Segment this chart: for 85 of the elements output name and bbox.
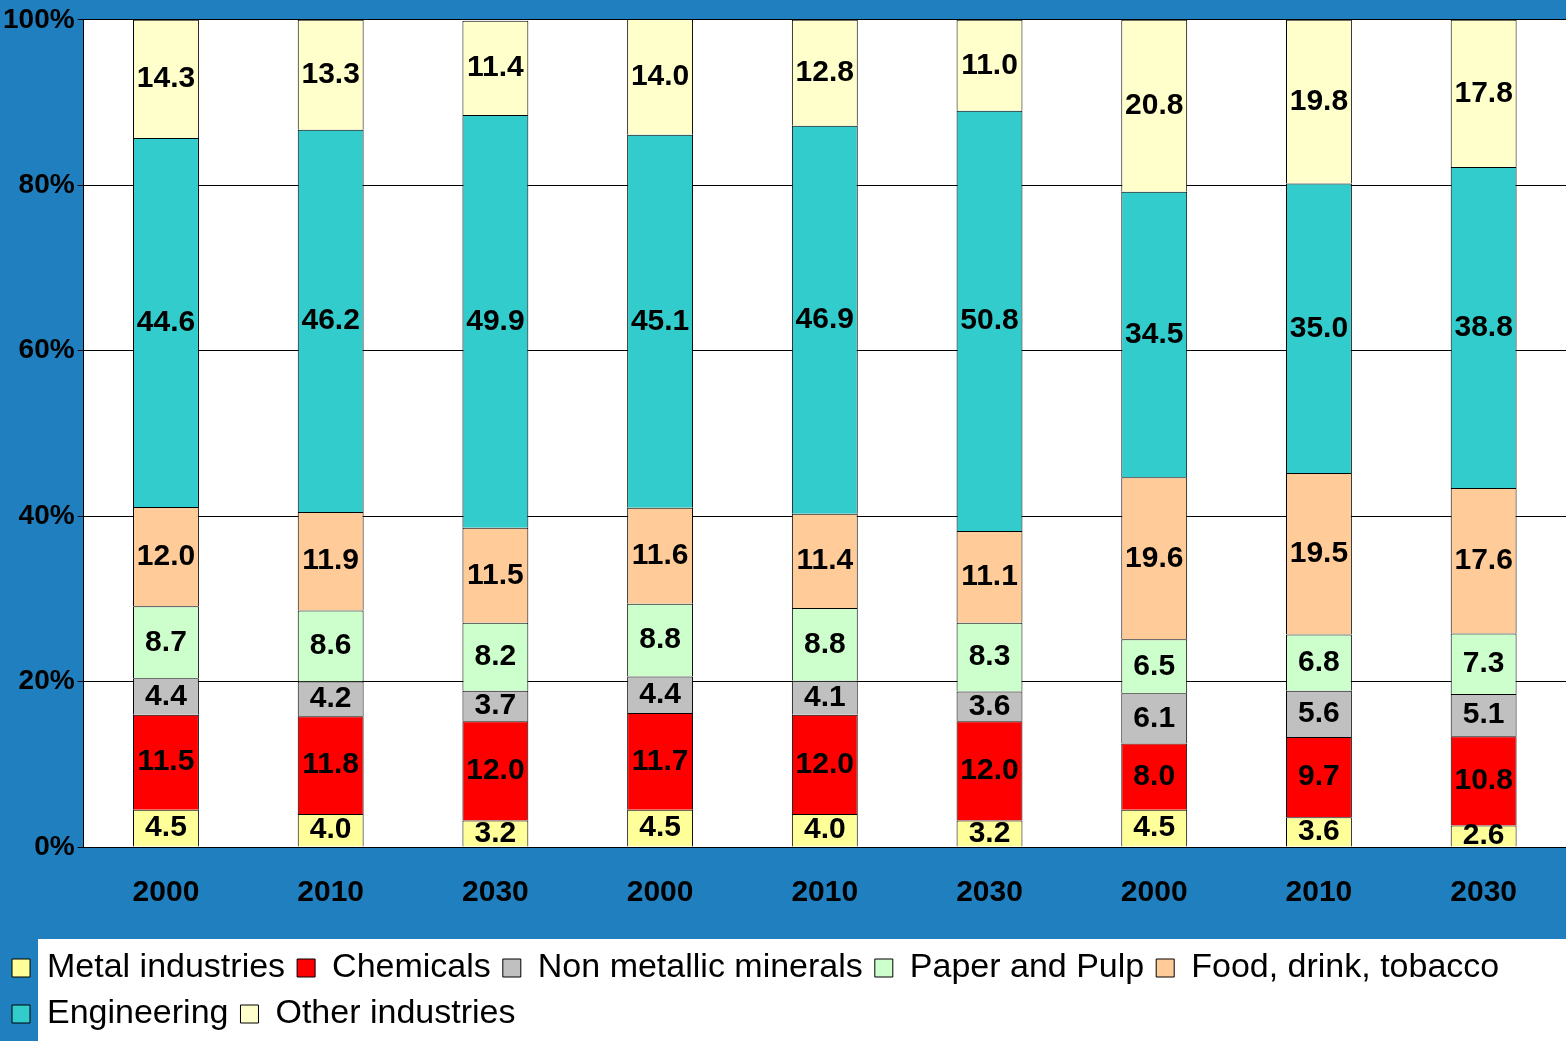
data-label: 4.5	[145, 809, 187, 843]
data-label: 5.6	[1298, 695, 1340, 729]
data-label: 11.1	[961, 558, 1018, 592]
x-tick-label: 2010	[1285, 874, 1353, 908]
legend-label: Metal industries	[47, 946, 286, 985]
data-label: 4.4	[145, 677, 188, 711]
data-label: 11.7	[631, 742, 689, 776]
data-label: 3.6	[1298, 813, 1340, 847]
data-label: 50.8	[960, 302, 1019, 336]
data-label: 8.0	[1133, 757, 1176, 791]
legend-label: Other industries	[275, 992, 516, 1031]
x-tick-label: 2030	[956, 874, 1023, 908]
data-label: 11.5	[467, 556, 524, 590]
data-label: 12.8	[795, 54, 854, 88]
data-label: 14.0	[630, 58, 690, 92]
data-label: 49.9	[466, 302, 525, 336]
x-tick-label: 2010	[297, 874, 365, 908]
data-label: 19.5	[1289, 535, 1349, 569]
data-label: 11.5	[137, 743, 195, 777]
x-tick-label: 2010	[791, 874, 859, 908]
data-label: 2.6	[1462, 817, 1505, 851]
data-label: 4.0	[803, 811, 846, 845]
x-tick-label: 2000	[132, 874, 200, 908]
data-label: 11.9	[302, 542, 360, 576]
data-label: 6.8	[1298, 643, 1340, 677]
data-label: 44.6	[136, 303, 196, 337]
data-label: 5.1	[1462, 696, 1505, 730]
data-label: 19.8	[1289, 82, 1349, 116]
legend-label: Chemicals	[332, 946, 491, 985]
data-label: 11.4	[796, 542, 854, 576]
data-label: 8.8	[803, 625, 846, 659]
data-label: 12.0	[960, 752, 1019, 786]
data-label: 12.0	[466, 752, 525, 786]
data-label: 12.0	[795, 745, 854, 779]
data-label: 7.3	[1462, 645, 1505, 679]
data-label: 10.8	[1454, 762, 1513, 796]
data-label: 35.0	[1289, 309, 1349, 343]
data-label: 20.8	[1125, 87, 1184, 121]
data-label: 34.5	[1125, 315, 1184, 349]
data-label: 4.5	[639, 809, 681, 843]
data-label: 9.7	[1298, 758, 1340, 792]
data-label: 46.2	[301, 302, 360, 336]
x-tick-label: 2030	[462, 874, 529, 908]
data-label: 45.1	[630, 302, 690, 336]
data-label: 12.0	[136, 537, 196, 571]
legend-label: Engineering	[47, 992, 229, 1031]
data-label: 14.3	[136, 60, 196, 94]
legend-label: Food, drink, tobacco	[1191, 946, 1500, 985]
data-label: 46.9	[795, 300, 854, 334]
x-tick-label: 2030	[1450, 874, 1518, 908]
y-tick-label: 40%	[18, 498, 75, 530]
data-label: 6.5	[1133, 647, 1176, 681]
data-label: 11.4	[467, 49, 525, 83]
x-tick-label: 2000	[1120, 874, 1188, 908]
data-label: 8.8	[639, 621, 681, 655]
data-label: 3.2	[474, 814, 517, 848]
data-label: 3.6	[968, 687, 1011, 721]
data-label: 11.6	[631, 537, 689, 571]
data-label: 11.8	[302, 746, 360, 780]
data-label: 4.1	[803, 678, 846, 712]
data-label: 38.8	[1454, 308, 1513, 342]
data-label: 4.2	[309, 680, 352, 714]
data-label: 17.8	[1454, 74, 1513, 108]
data-label: 17.6	[1454, 542, 1513, 576]
y-tick-label: 100%	[2, 2, 75, 34]
data-label: 8.7	[145, 623, 187, 657]
data-label: 4.0	[309, 811, 352, 845]
data-label: 4.5	[1133, 809, 1176, 843]
x-tick-label: 2000	[626, 874, 694, 908]
y-tick-label: 20%	[18, 664, 75, 696]
data-label: 13.3	[301, 56, 360, 90]
data-label: 3.7	[474, 687, 517, 721]
y-tick-label: 0%	[34, 829, 75, 861]
legend-label: Non metallic minerals	[537, 946, 863, 985]
data-label: 11.0	[961, 46, 1018, 80]
data-label: 3.2	[968, 814, 1011, 848]
data-label: 6.1	[1133, 699, 1176, 733]
data-label: 19.6	[1125, 539, 1184, 573]
legend-label: Paper and Pulp	[909, 946, 1145, 985]
data-label: 8.6	[309, 627, 352, 661]
y-tick-label: 60%	[18, 333, 75, 365]
data-label: 4.4	[639, 676, 682, 710]
data-label: 8.2	[474, 638, 517, 672]
y-tick-label: 80%	[18, 167, 75, 199]
data-label: 8.3	[968, 638, 1011, 672]
